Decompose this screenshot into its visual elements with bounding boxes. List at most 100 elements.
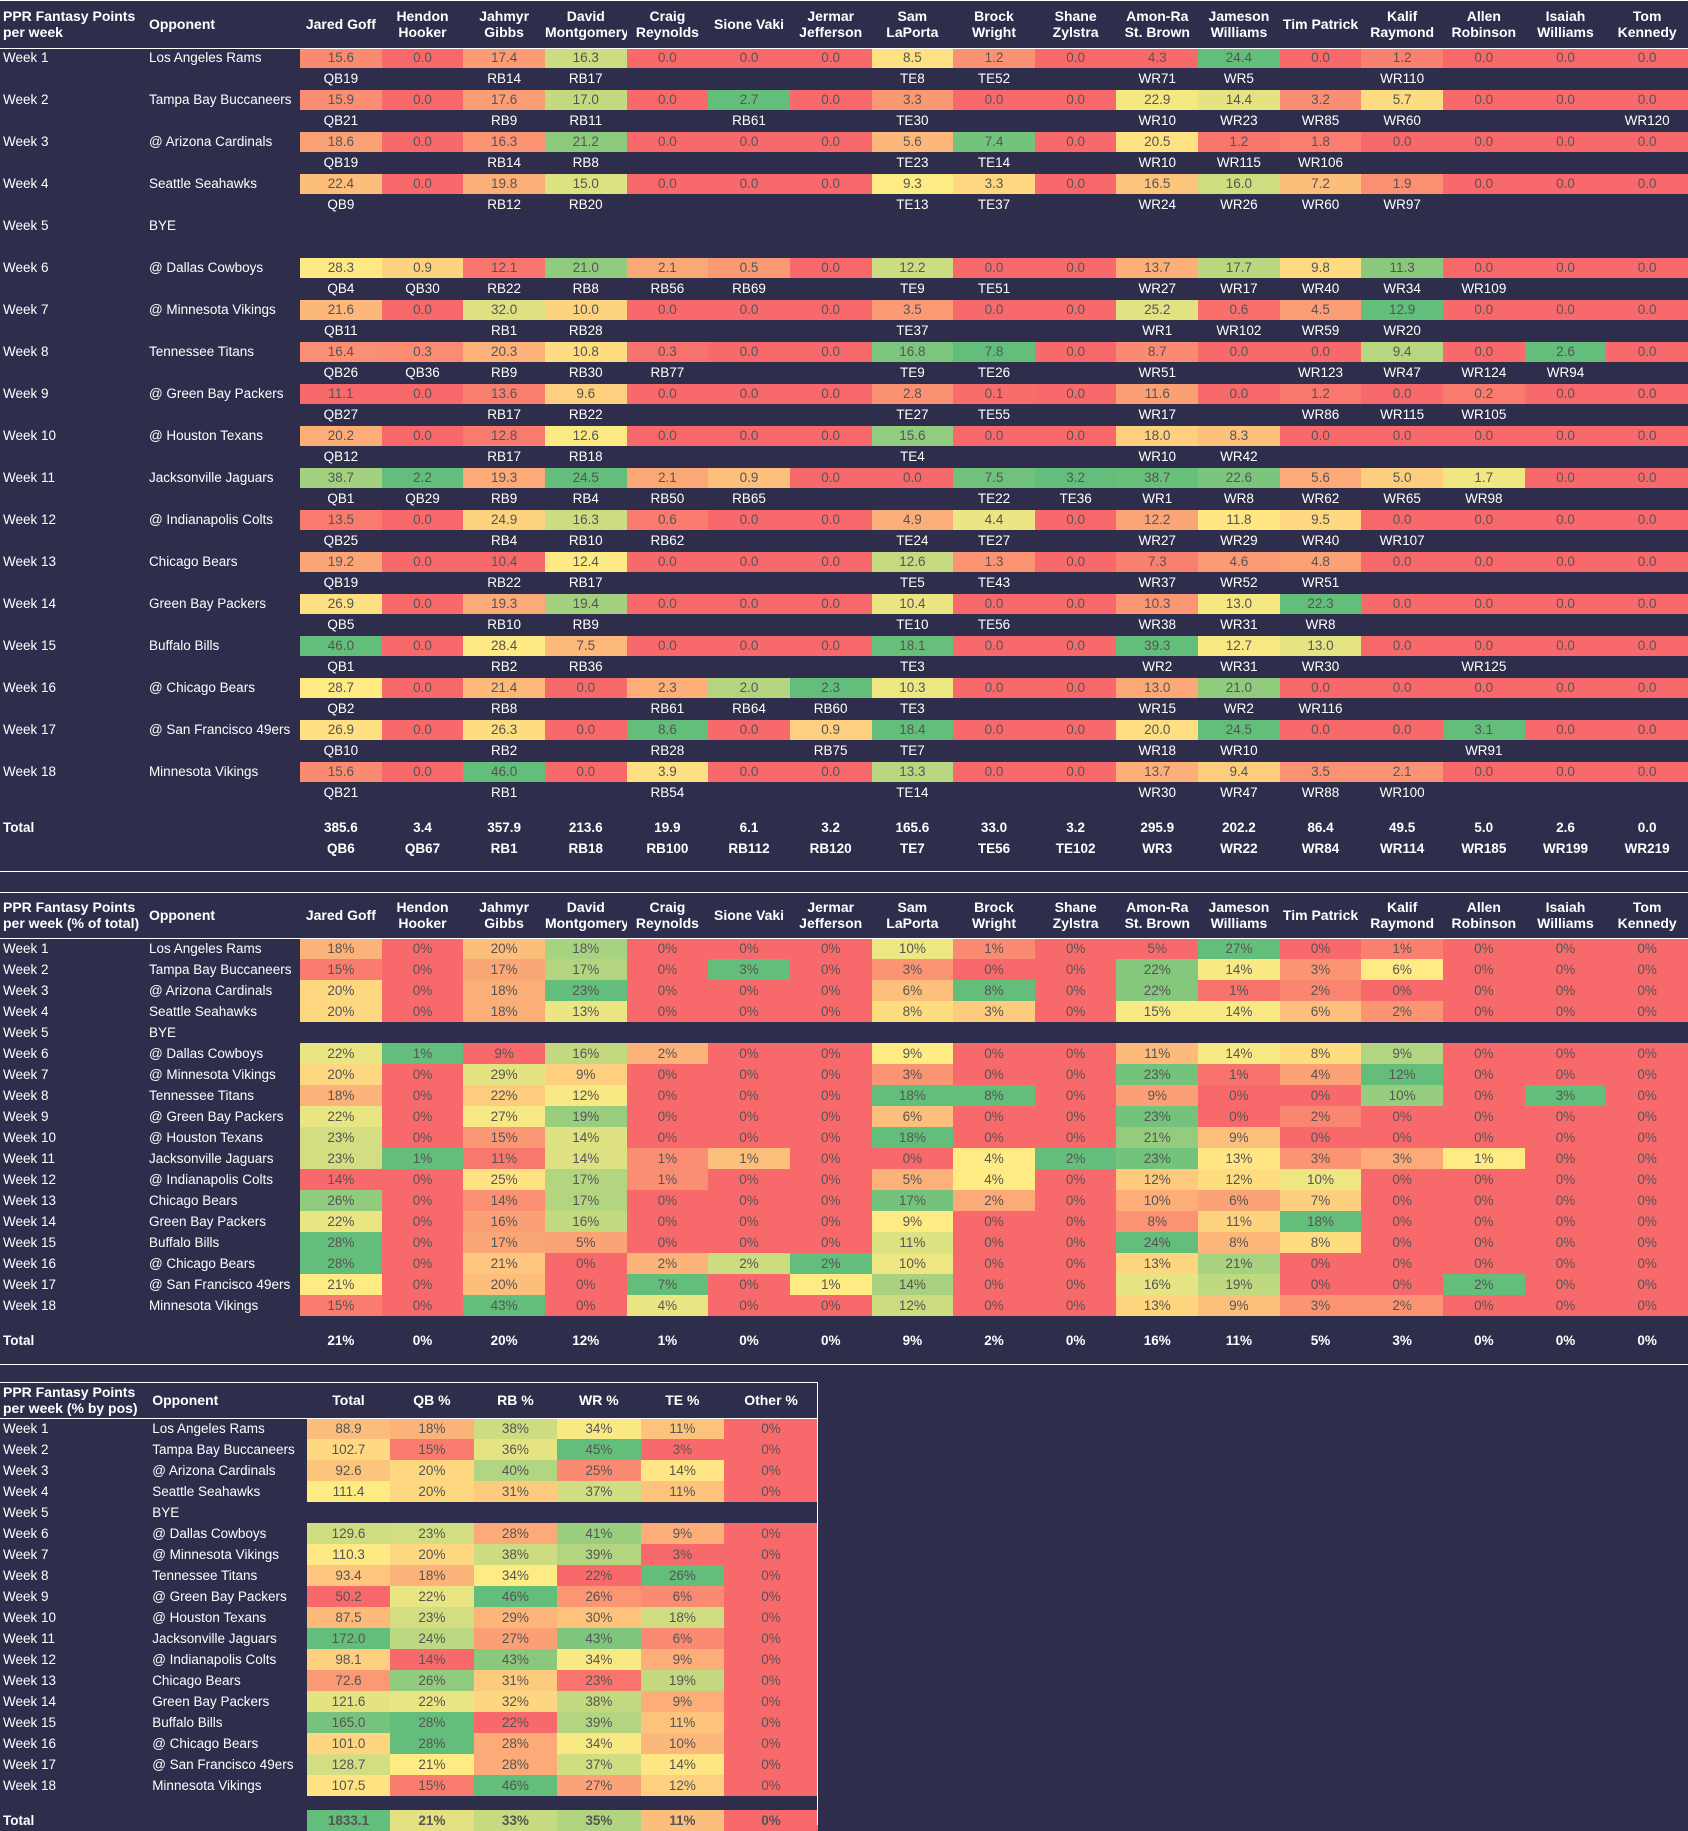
points-cell: 0.0 <box>381 174 464 194</box>
rank-cell <box>1606 782 1688 804</box>
points-cell: 13.5 <box>300 510 382 530</box>
points-cell: 0.0 <box>1443 300 1525 320</box>
points-cell: 19.3 <box>463 594 545 614</box>
points-cell: 21.2 <box>544 132 627 152</box>
percent-cell: 0% <box>789 1127 872 1148</box>
points-cell: 0.0 <box>1443 48 1525 68</box>
rank-cell: RB8 <box>572 281 599 297</box>
rank-cell <box>708 68 790 90</box>
percent-cell: 16% <box>544 1043 627 1064</box>
rank-cell <box>627 320 709 342</box>
position-cell: 34% <box>473 1565 558 1586</box>
opponent-label: Los Angeles Rams <box>148 940 262 956</box>
points-cell: 0.0 <box>1606 678 1688 698</box>
percent-cell: 0% <box>1524 938 1607 959</box>
opponent-label: Tennessee Titans <box>152 1567 258 1583</box>
empty-cell <box>1280 216 1362 236</box>
rank-cell: TE14 <box>896 785 929 801</box>
points-cell: 16.8 <box>871 342 954 362</box>
percent-cell: 17% <box>463 1232 545 1253</box>
points-cell: 0.0 <box>1524 468 1607 488</box>
position-cell: 3% <box>640 1439 725 1460</box>
rank-cell: WR105 <box>1461 407 1507 423</box>
rank-cell: TE3 <box>899 701 925 717</box>
rank-row: QB19 RB14 RB17 TE8 TE52 WR71 WR5 WR110 <box>0 68 1688 90</box>
points-cell: 0.0 <box>789 300 872 320</box>
points-cell: 0.0 <box>708 384 790 404</box>
empty-cell <box>545 804 627 818</box>
rank-cell <box>545 740 627 762</box>
points-cell: 38.7 <box>300 468 382 488</box>
week-row: Week 13 Chicago Bears 72.6 26% 31% 23% 19% 0% <box>0 1670 818 1691</box>
empty-cell <box>641 1796 724 1810</box>
rank-cell: TE52 <box>977 71 1011 87</box>
total-points-cell: 33.0 <box>980 820 1008 836</box>
points-cell: 0.0 <box>626 636 709 656</box>
rank-cell: RB2 <box>491 659 518 675</box>
rank-cell: WR94 <box>1546 365 1585 381</box>
points-cell: 0.0 <box>381 426 464 446</box>
rank-cell: WR27 <box>1138 533 1177 549</box>
rank-cell <box>627 404 709 426</box>
position-cell: 14% <box>390 1649 474 1670</box>
rank-cell: RB50 <box>650 491 685 507</box>
table3-title: PPR Fantasy Points per week (% by pos) <box>3 1384 138 1416</box>
player-header: Craig Reynolds <box>635 899 699 931</box>
week-row: Week 10 @ Houston Texans 20.2 0.0 12.8 12.6 0.… <box>0 426 1688 446</box>
points-cell: 11.6 <box>1116 384 1199 404</box>
percent-cell: 23% <box>1116 1064 1199 1085</box>
rank-cell <box>1443 152 1525 174</box>
points-cell: 0.0 <box>953 636 1035 656</box>
points-cell: 18.1 <box>871 636 954 656</box>
percent-cell: 22% <box>300 1043 382 1064</box>
table1-title: PPR Fantasy Points per week <box>3 8 136 40</box>
rank-cell: QB21 <box>323 785 359 801</box>
rank-cell: WR10 <box>1138 113 1177 129</box>
position-cell: 6% <box>640 1628 725 1649</box>
week-row: Week 2 Tampa Bay Buccaneers 102.7 15% 36% 45%… <box>0 1439 818 1460</box>
week-row: Week 4 Seattle Seahawks 111.4 20% 31% 37% 11% 0… <box>0 1481 818 1502</box>
position-cell: 20% <box>390 1460 474 1481</box>
rank-cell <box>1525 194 1607 216</box>
points-cell: 22.3 <box>1279 594 1362 614</box>
total-row: Total 1833.1 21% 33% 35% 11% 0% <box>0 1810 818 1831</box>
percent-cell: 0% <box>953 1295 1035 1316</box>
opponent-label: @ Chicago Bears <box>148 1255 255 1271</box>
points-cell: 0.0 <box>1034 384 1117 404</box>
points-cell: 12.4 <box>544 552 627 572</box>
points-cell: 0.0 <box>789 90 872 110</box>
points-cell: 0.0 <box>1443 342 1525 362</box>
points-cell: 0.0 <box>1524 594 1607 614</box>
position-cell: 46% <box>473 1775 558 1796</box>
points-cell: 3.5 <box>1279 762 1362 782</box>
total-percent-cell: 3% <box>1392 1332 1412 1348</box>
percent-cell: 43% <box>463 1295 545 1316</box>
week-row: Week 6 @ Dallas Cowboys 28.3 0.9 12.1 21.0 2.1… <box>0 258 1688 278</box>
rank-cell <box>1525 404 1607 426</box>
rank-cell <box>382 68 464 90</box>
percent-cell: 0% <box>953 1106 1035 1127</box>
percent-cell: 0% <box>1443 1211 1525 1232</box>
total-points-cell: 2.6 <box>1556 820 1575 836</box>
rank-cell: TE7 <box>899 743 925 759</box>
points-cell: 0.0 <box>1443 90 1525 110</box>
points-cell: 2.1 <box>1361 762 1443 782</box>
percent-cell: 1% <box>381 1148 464 1169</box>
percent-cell: 21% <box>1198 1253 1280 1274</box>
percent-cell: 0% <box>1524 1001 1607 1022</box>
points-cell: 3.9 <box>626 762 709 782</box>
total-points-cell: 3.2 <box>1066 820 1085 836</box>
week-row: Week 1 Los Angeles Rams 18% 0% 20% 18% 0% 0% 0% 1… <box>0 938 1688 959</box>
rank-cell <box>708 194 790 216</box>
percent-cell: 0% <box>381 1085 464 1106</box>
points-cell: 0.0 <box>1034 90 1117 110</box>
points-cell: 0.0 <box>626 594 709 614</box>
rank-cell <box>1443 698 1525 720</box>
points-cell: 15.6 <box>300 762 382 782</box>
player-header: Jahmyr Gibbs <box>479 899 530 931</box>
points-cell: 0.0 <box>708 552 790 572</box>
rank-cell <box>627 110 709 132</box>
points-cell: 0.0 <box>1524 510 1607 530</box>
week-label: Week 2 <box>3 1441 49 1457</box>
rank-cell: QB27 <box>323 407 359 423</box>
